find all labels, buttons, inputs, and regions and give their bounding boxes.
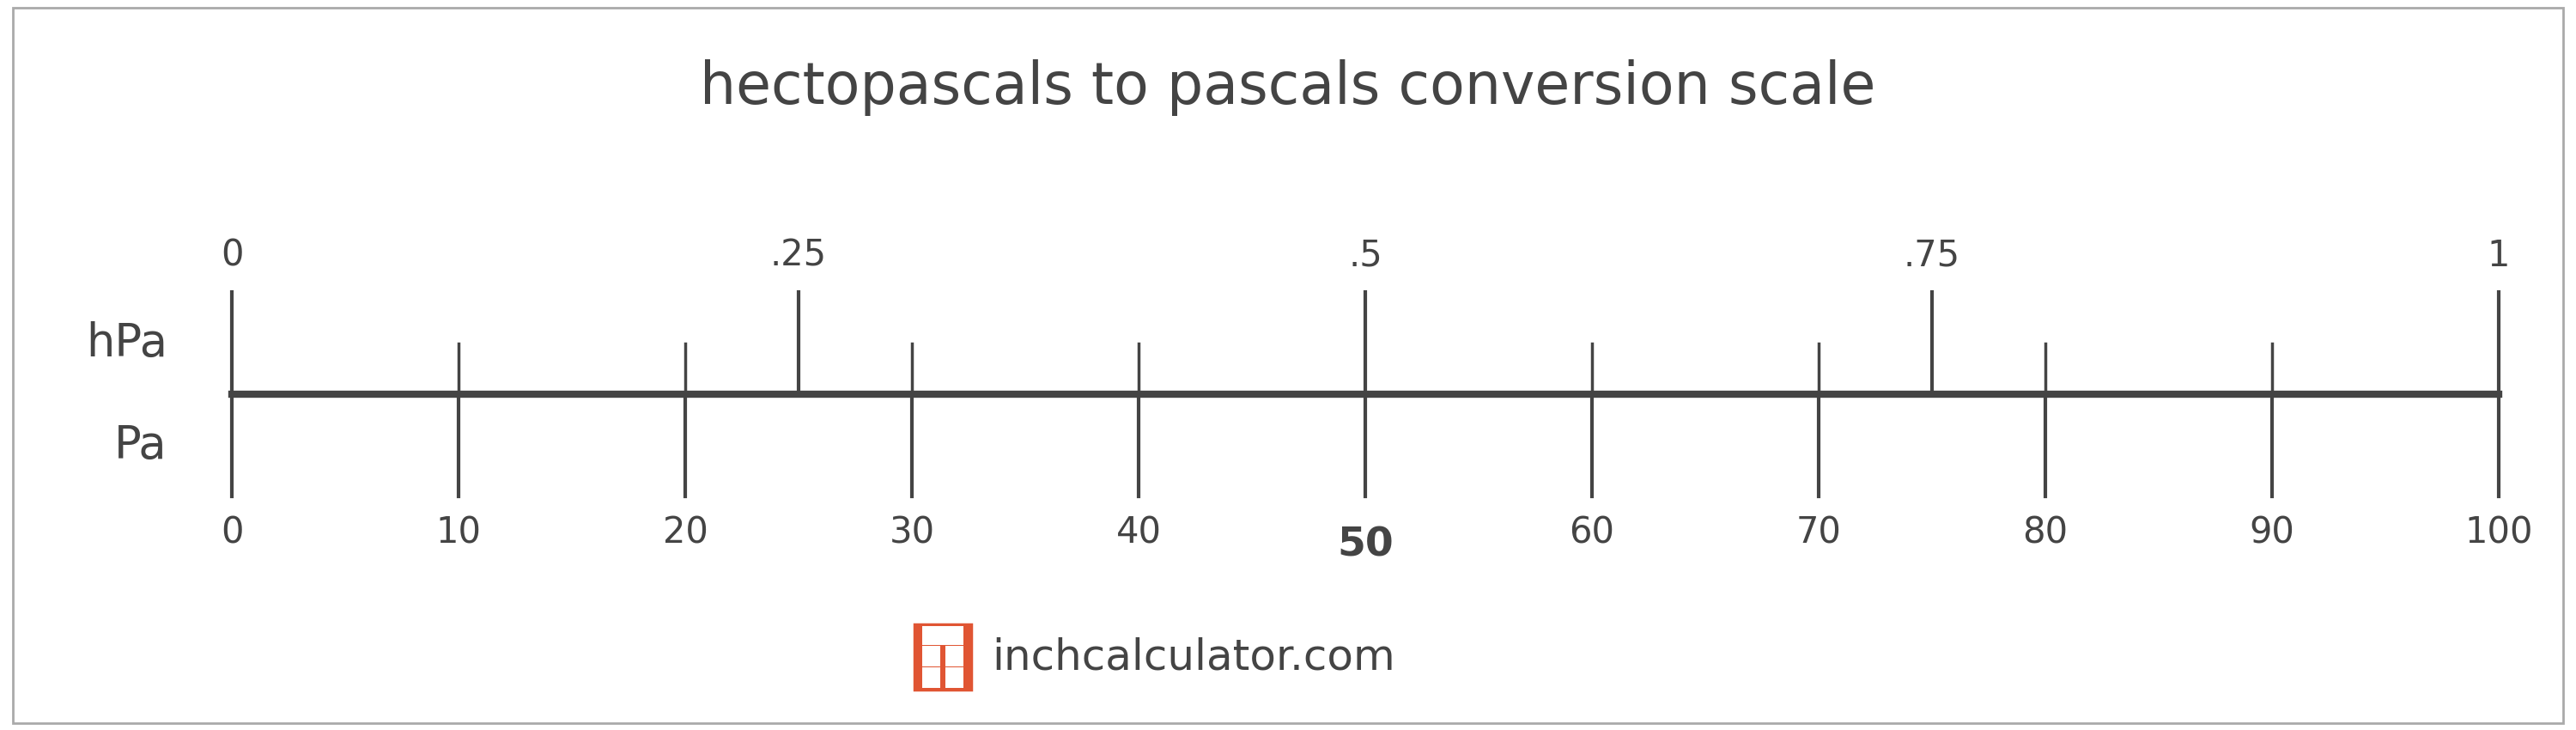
Bar [945, 646, 963, 666]
Bar [914, 624, 971, 690]
Text: 20: 20 [662, 515, 708, 550]
Text: 30: 30 [889, 515, 935, 550]
Text: 70: 70 [1795, 515, 1842, 550]
Bar [922, 668, 940, 688]
Text: 100: 100 [2465, 515, 2532, 550]
Text: 50: 50 [1337, 526, 1394, 564]
Text: 80: 80 [2022, 515, 2069, 550]
Bar [945, 668, 963, 688]
Text: .75: .75 [1904, 238, 1960, 274]
Text: .25: .25 [770, 238, 827, 274]
Bar [922, 626, 963, 645]
Text: .5: .5 [1347, 238, 1383, 274]
Text: 0: 0 [222, 515, 242, 550]
Text: 60: 60 [1569, 515, 1615, 550]
Text: Pa: Pa [113, 423, 167, 468]
Text: hPa: hPa [85, 320, 167, 366]
Text: inchcalculator.com: inchcalculator.com [992, 637, 1396, 677]
Text: 40: 40 [1115, 515, 1162, 550]
Text: 10: 10 [435, 515, 482, 550]
Bar [922, 646, 940, 666]
Text: 1: 1 [2488, 238, 2509, 274]
Text: 90: 90 [2249, 515, 2295, 550]
Text: 0: 0 [222, 238, 242, 274]
Text: hectopascals to pascals conversion scale: hectopascals to pascals conversion scale [701, 59, 1875, 116]
